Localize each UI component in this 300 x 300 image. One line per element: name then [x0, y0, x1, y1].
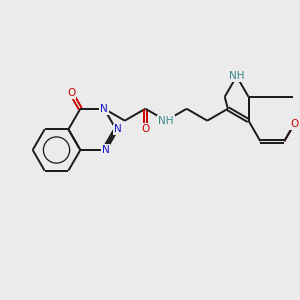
Text: O: O: [67, 88, 75, 98]
Text: N: N: [114, 124, 122, 134]
Text: NH: NH: [229, 71, 244, 81]
Text: O: O: [290, 119, 298, 129]
Text: O: O: [141, 124, 149, 134]
Text: NH: NH: [158, 116, 174, 126]
Text: N: N: [100, 104, 108, 114]
Text: N: N: [102, 145, 110, 155]
